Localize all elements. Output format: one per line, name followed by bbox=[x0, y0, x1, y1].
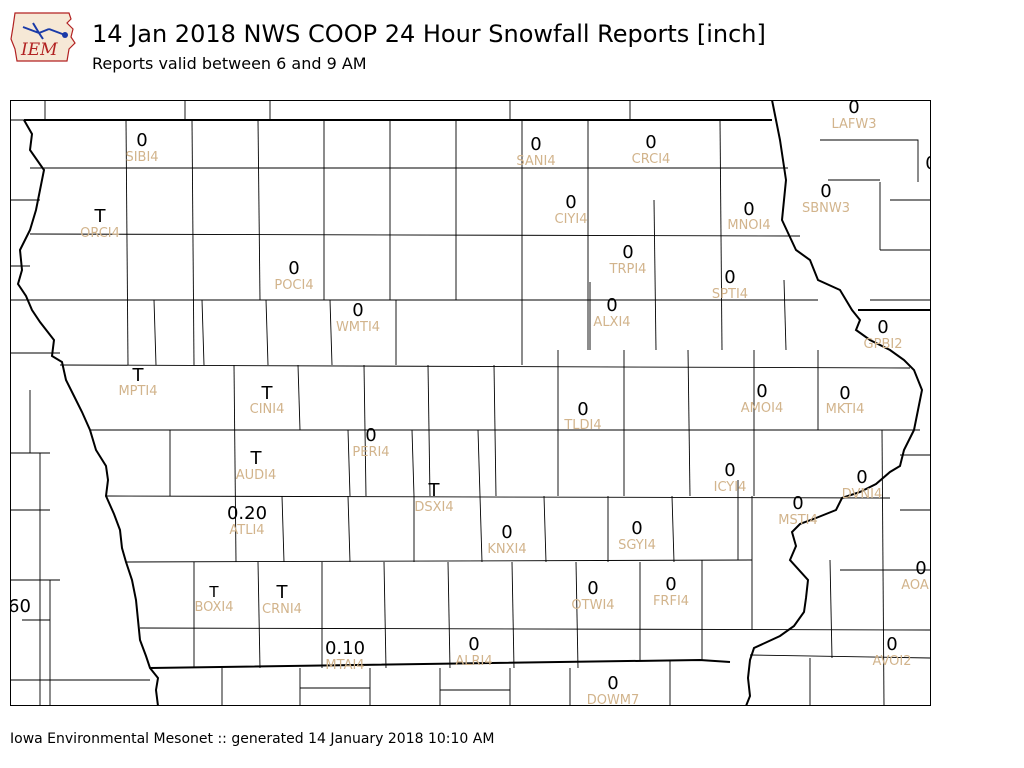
station-id: WMTI4 bbox=[336, 320, 380, 335]
station-value: 0 bbox=[606, 295, 617, 316]
station-id: CIYI4 bbox=[555, 212, 588, 227]
station-id: SGYI4 bbox=[618, 538, 656, 553]
station-value: 0 bbox=[856, 467, 867, 488]
station-id: KNXI4 bbox=[487, 542, 526, 557]
station-id: GPBI2 bbox=[864, 337, 903, 352]
station-id: POCI4 bbox=[274, 278, 313, 293]
station-value: 0 bbox=[501, 522, 512, 543]
edge-value: 0 bbox=[925, 153, 931, 174]
station-value: 0 bbox=[631, 518, 642, 539]
station-id: SBNW3 bbox=[802, 201, 850, 216]
logo-accent-icon bbox=[22, 22, 66, 40]
station-value: 0 bbox=[352, 300, 363, 321]
station-value: 0 bbox=[665, 574, 676, 595]
station-value: 0 bbox=[587, 578, 598, 599]
station-id: AMOI4 bbox=[741, 401, 783, 416]
station-id: BOXI4 bbox=[194, 600, 233, 615]
station-id: DSXI4 bbox=[414, 500, 453, 515]
station-value: T bbox=[94, 206, 107, 227]
station-value: 0 bbox=[915, 558, 926, 579]
station-id: ALXI4 bbox=[593, 315, 630, 330]
edge-value: 60 bbox=[10, 596, 31, 617]
station-value: 0 bbox=[886, 634, 897, 655]
map-subtitle: Reports valid between 6 and 9 AM bbox=[92, 54, 367, 73]
station-id: FRFI4 bbox=[653, 594, 689, 609]
station-id: ORCI4 bbox=[80, 226, 120, 241]
iem-logo: IEM bbox=[10, 12, 76, 62]
station-id: MSTI4 bbox=[778, 513, 818, 528]
station-value: 0 bbox=[645, 132, 656, 153]
station-value: T bbox=[208, 583, 219, 601]
station-value: 0 bbox=[848, 100, 859, 118]
station-id: AUDI4 bbox=[236, 468, 277, 483]
station-value: 0.20 bbox=[227, 503, 267, 524]
snowfall-map: 0 SIBI4 0 SANI4 0 CRCI4 0 LAFW3 T ORCI4 … bbox=[10, 100, 931, 706]
station-value: 0 bbox=[877, 317, 888, 338]
station-id: AVOI2 bbox=[872, 654, 911, 669]
station-value: T bbox=[261, 383, 274, 404]
station-value: 0 bbox=[792, 493, 803, 514]
station-id: PERI4 bbox=[352, 445, 389, 460]
station-id: ATLI4 bbox=[229, 523, 264, 538]
footer-credit: Iowa Environmental Mesonet :: generated … bbox=[10, 731, 495, 747]
station-value: 0 bbox=[743, 199, 754, 220]
station-value: 0 bbox=[756, 381, 767, 402]
station-id: TRPI4 bbox=[609, 262, 647, 277]
station-id: OTWI4 bbox=[571, 598, 614, 613]
station-value: 0 bbox=[724, 267, 735, 288]
station-value: T bbox=[132, 365, 145, 386]
station-value: 0 bbox=[839, 383, 850, 404]
station-value: 0 bbox=[820, 181, 831, 202]
station-value: 0 bbox=[288, 258, 299, 279]
station-value: T bbox=[428, 480, 441, 501]
map-title: 14 Jan 2018 NWS COOP 24 Hour Snowfall Re… bbox=[92, 20, 766, 48]
station-id: SPTI4 bbox=[712, 287, 748, 302]
station-value: 0 bbox=[577, 399, 588, 420]
county-lines bbox=[10, 100, 931, 706]
station-id: SANI4 bbox=[516, 154, 555, 169]
station-value: 0 bbox=[365, 425, 376, 446]
station-id: ALRI4 bbox=[455, 654, 492, 669]
station-value: 0 bbox=[607, 673, 618, 694]
station-id: DVNI4 bbox=[842, 487, 883, 502]
station-id: TLDI4 bbox=[563, 418, 601, 433]
station-value: 0.10 bbox=[325, 638, 365, 659]
logo-text: IEM bbox=[20, 40, 58, 60]
station-value: T bbox=[276, 582, 289, 603]
station-id: DOWM7 bbox=[587, 693, 640, 706]
station-id: MKTI4 bbox=[826, 402, 865, 417]
station-id: ICYI4 bbox=[714, 480, 747, 495]
state-borders bbox=[10, 100, 930, 706]
station-value: 0 bbox=[565, 192, 576, 213]
station-value: 0 bbox=[136, 130, 147, 151]
station-id: AOA bbox=[901, 578, 929, 593]
station-value: 0 bbox=[724, 460, 735, 481]
station-value: 0 bbox=[468, 634, 479, 655]
station-labels: 0 SIBI4 0 SANI4 0 CRCI4 0 LAFW3 T ORCI4 … bbox=[10, 100, 931, 706]
station-id: SIBI4 bbox=[125, 150, 158, 165]
station-id: CINI4 bbox=[250, 402, 285, 417]
station-id: MTAI4 bbox=[325, 658, 364, 673]
station-value: T bbox=[250, 448, 263, 469]
station-id: MPTI4 bbox=[118, 384, 157, 399]
station-value: 0 bbox=[530, 134, 541, 155]
station-id: MNOI4 bbox=[727, 218, 770, 233]
station-id: CRCI4 bbox=[632, 152, 671, 167]
station-id: CRNI4 bbox=[262, 602, 302, 617]
station-value: 0 bbox=[622, 242, 633, 263]
station-id: LAFW3 bbox=[831, 117, 876, 132]
